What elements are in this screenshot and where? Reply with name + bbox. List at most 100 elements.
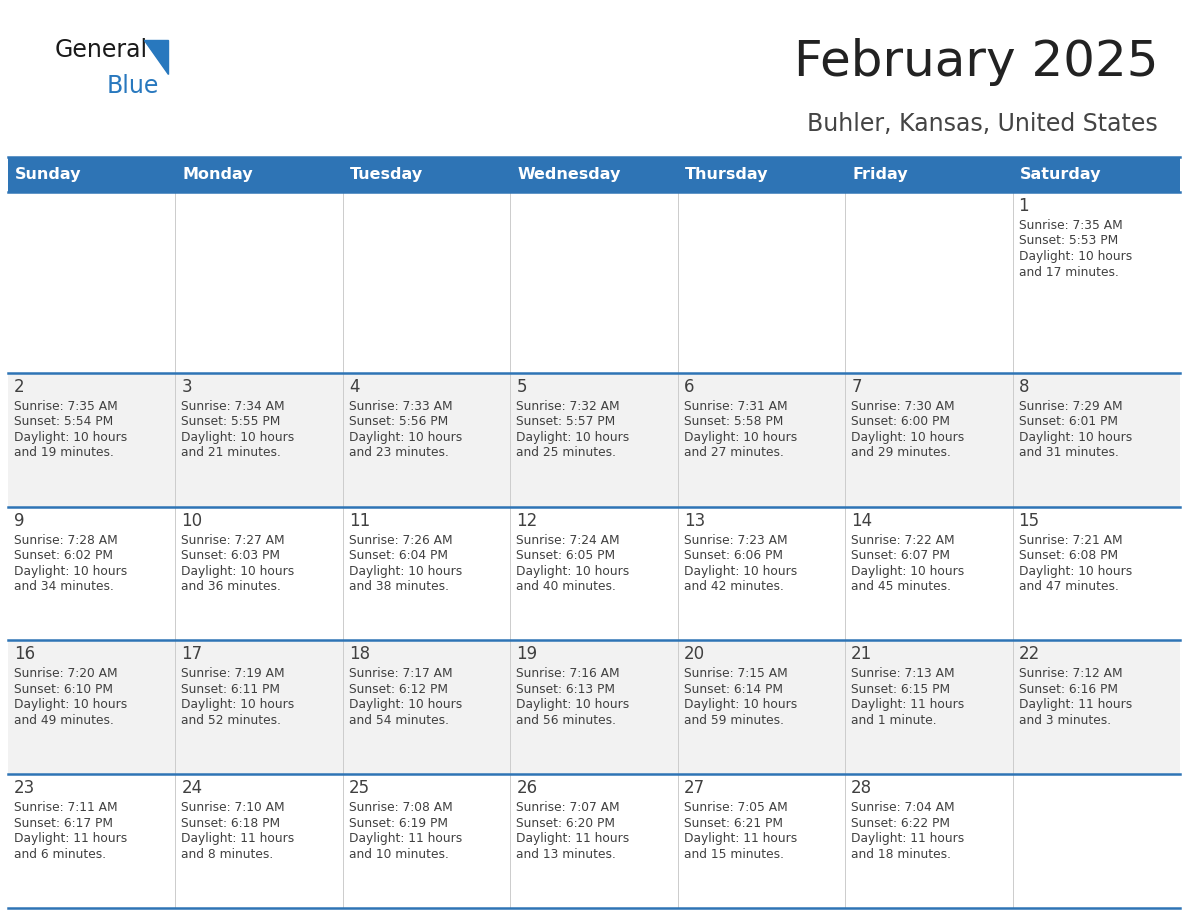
Text: and 13 minutes.: and 13 minutes.	[517, 847, 617, 861]
Text: Daylight: 10 hours: Daylight: 10 hours	[14, 565, 127, 577]
Text: Sunset: 6:00 PM: Sunset: 6:00 PM	[851, 415, 950, 428]
Text: Sunrise: 7:10 AM: Sunrise: 7:10 AM	[182, 801, 285, 814]
Text: 2: 2	[14, 377, 25, 396]
Text: Monday: Monday	[183, 167, 253, 182]
Text: and 45 minutes.: and 45 minutes.	[851, 580, 952, 593]
Text: Sunset: 6:07 PM: Sunset: 6:07 PM	[851, 549, 950, 562]
Bar	[8, 774, 1180, 908]
Text: Saturday: Saturday	[1019, 167, 1101, 182]
Text: and 31 minutes.: and 31 minutes.	[1018, 446, 1118, 459]
Text: and 40 minutes.: and 40 minutes.	[517, 580, 617, 593]
Text: Sunrise: 7:11 AM: Sunrise: 7:11 AM	[14, 801, 118, 814]
Text: Sunset: 6:06 PM: Sunset: 6:06 PM	[684, 549, 783, 562]
Bar	[8, 157, 1180, 192]
Text: and 1 minute.: and 1 minute.	[851, 714, 937, 727]
Text: and 29 minutes.: and 29 minutes.	[851, 446, 952, 459]
Text: 14: 14	[851, 511, 872, 530]
Text: 10: 10	[182, 511, 202, 530]
Text: 18: 18	[349, 645, 369, 664]
Text: Sunset: 6:03 PM: Sunset: 6:03 PM	[182, 549, 280, 562]
Text: 3: 3	[182, 377, 192, 396]
Text: Sunset: 5:58 PM: Sunset: 5:58 PM	[684, 415, 783, 428]
Text: Daylight: 10 hours: Daylight: 10 hours	[182, 565, 295, 577]
Text: Daylight: 10 hours: Daylight: 10 hours	[517, 699, 630, 711]
Text: Sunrise: 7:23 AM: Sunrise: 7:23 AM	[684, 533, 788, 546]
Text: Sunset: 6:14 PM: Sunset: 6:14 PM	[684, 683, 783, 696]
Text: Sunrise: 7:12 AM: Sunrise: 7:12 AM	[1018, 667, 1123, 680]
Text: Daylight: 10 hours: Daylight: 10 hours	[349, 431, 462, 443]
Text: Sunset: 6:19 PM: Sunset: 6:19 PM	[349, 817, 448, 830]
Text: 20: 20	[684, 645, 704, 664]
Text: Sunset: 6:16 PM: Sunset: 6:16 PM	[1018, 683, 1118, 696]
Text: Sunrise: 7:28 AM: Sunrise: 7:28 AM	[14, 533, 118, 546]
Text: Daylight: 10 hours: Daylight: 10 hours	[1018, 250, 1132, 263]
Bar	[8, 192, 1180, 373]
Text: and 15 minutes.: and 15 minutes.	[684, 847, 784, 861]
Text: Blue: Blue	[107, 74, 159, 98]
Text: Friday: Friday	[852, 167, 908, 182]
Text: Sunset: 5:53 PM: Sunset: 5:53 PM	[1018, 234, 1118, 248]
Text: Daylight: 11 hours: Daylight: 11 hours	[182, 833, 295, 845]
Text: 16: 16	[14, 645, 36, 664]
Bar	[8, 373, 1180, 507]
Text: Sunset: 6:20 PM: Sunset: 6:20 PM	[517, 817, 615, 830]
Text: Sunset: 6:12 PM: Sunset: 6:12 PM	[349, 683, 448, 696]
Text: Sunrise: 7:22 AM: Sunrise: 7:22 AM	[851, 533, 955, 546]
Text: Thursday: Thursday	[684, 167, 769, 182]
Text: Sunrise: 7:29 AM: Sunrise: 7:29 AM	[1018, 399, 1123, 413]
Text: Daylight: 10 hours: Daylight: 10 hours	[1018, 565, 1132, 577]
Text: and 54 minutes.: and 54 minutes.	[349, 714, 449, 727]
Text: 9: 9	[14, 511, 25, 530]
Text: Daylight: 10 hours: Daylight: 10 hours	[349, 565, 462, 577]
Text: Sunset: 6:05 PM: Sunset: 6:05 PM	[517, 549, 615, 562]
Text: Sunday: Sunday	[15, 167, 82, 182]
Text: Daylight: 11 hours: Daylight: 11 hours	[14, 833, 127, 845]
Text: 6: 6	[684, 377, 694, 396]
Text: Daylight: 11 hours: Daylight: 11 hours	[349, 833, 462, 845]
Text: Sunrise: 7:35 AM: Sunrise: 7:35 AM	[14, 399, 118, 413]
Text: and 6 minutes.: and 6 minutes.	[14, 847, 106, 861]
Text: Sunset: 6:01 PM: Sunset: 6:01 PM	[1018, 415, 1118, 428]
Text: Sunrise: 7:26 AM: Sunrise: 7:26 AM	[349, 533, 453, 546]
Text: and 21 minutes.: and 21 minutes.	[182, 446, 282, 459]
Text: Sunset: 6:13 PM: Sunset: 6:13 PM	[517, 683, 615, 696]
Text: Sunset: 6:11 PM: Sunset: 6:11 PM	[182, 683, 280, 696]
Text: and 19 minutes.: and 19 minutes.	[14, 446, 114, 459]
Text: Sunrise: 7:32 AM: Sunrise: 7:32 AM	[517, 399, 620, 413]
Text: and 3 minutes.: and 3 minutes.	[1018, 714, 1111, 727]
Text: 22: 22	[1018, 645, 1040, 664]
Text: Sunset: 6:21 PM: Sunset: 6:21 PM	[684, 817, 783, 830]
Bar	[8, 641, 1180, 774]
Text: Sunset: 6:04 PM: Sunset: 6:04 PM	[349, 549, 448, 562]
Text: and 56 minutes.: and 56 minutes.	[517, 714, 617, 727]
Text: 1: 1	[1018, 197, 1029, 215]
Text: and 34 minutes.: and 34 minutes.	[14, 580, 114, 593]
Text: Sunset: 5:56 PM: Sunset: 5:56 PM	[349, 415, 448, 428]
Text: Daylight: 10 hours: Daylight: 10 hours	[851, 431, 965, 443]
Text: 17: 17	[182, 645, 202, 664]
Text: Daylight: 10 hours: Daylight: 10 hours	[851, 565, 965, 577]
Text: Sunrise: 7:15 AM: Sunrise: 7:15 AM	[684, 667, 788, 680]
Text: Sunset: 6:15 PM: Sunset: 6:15 PM	[851, 683, 950, 696]
Text: Sunrise: 7:24 AM: Sunrise: 7:24 AM	[517, 533, 620, 546]
Text: Sunset: 6:02 PM: Sunset: 6:02 PM	[14, 549, 113, 562]
Text: and 36 minutes.: and 36 minutes.	[182, 580, 282, 593]
Text: 19: 19	[517, 645, 537, 664]
Text: and 47 minutes.: and 47 minutes.	[1018, 580, 1118, 593]
Text: Daylight: 10 hours: Daylight: 10 hours	[684, 431, 797, 443]
Text: 7: 7	[851, 377, 861, 396]
Text: and 25 minutes.: and 25 minutes.	[517, 446, 617, 459]
Text: Sunset: 6:10 PM: Sunset: 6:10 PM	[14, 683, 113, 696]
Text: and 17 minutes.: and 17 minutes.	[1018, 265, 1118, 278]
Text: and 23 minutes.: and 23 minutes.	[349, 446, 449, 459]
Text: 25: 25	[349, 779, 369, 797]
Text: 23: 23	[14, 779, 36, 797]
Text: Sunrise: 7:19 AM: Sunrise: 7:19 AM	[182, 667, 285, 680]
Text: Daylight: 11 hours: Daylight: 11 hours	[684, 833, 797, 845]
Text: Sunset: 6:17 PM: Sunset: 6:17 PM	[14, 817, 113, 830]
Text: Sunrise: 7:13 AM: Sunrise: 7:13 AM	[851, 667, 955, 680]
Text: Daylight: 10 hours: Daylight: 10 hours	[14, 431, 127, 443]
Text: Buhler, Kansas, United States: Buhler, Kansas, United States	[808, 112, 1158, 136]
Text: February 2025: February 2025	[794, 38, 1158, 86]
Text: and 10 minutes.: and 10 minutes.	[349, 847, 449, 861]
